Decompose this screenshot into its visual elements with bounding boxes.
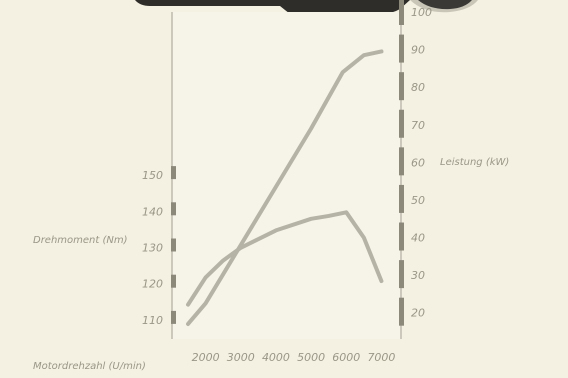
left-axis-label: Drehmoment (Nm) [33,235,128,246]
right-tick-label: 50 [411,194,425,207]
x-tick-label: 4000 [262,351,290,364]
right-tick-label: 100 [411,6,432,19]
left-axis-bar-segment [171,274,176,288]
right-axis-label: Leistung (kW) [440,157,509,168]
x-tick-label: 5000 [297,351,325,364]
right-tick-label: 20 [411,307,425,320]
x-tick-label: 2000 [192,351,220,364]
x-tick-label: 3000 [227,351,255,364]
plot-area [172,12,402,339]
right-tick-label: 40 [411,232,425,245]
right-axis-bar [399,0,404,326]
car-silhouette-image [135,0,478,15]
left-tick-label: 140 [142,205,163,218]
left-tick-label: 120 [142,278,163,291]
right-tick-label: 60 [411,156,425,169]
right-axis-bar-segment [399,72,404,101]
x-axis-label: Motordrehzahl (U/min) [33,361,146,372]
left-axis-bar [171,166,176,324]
left-axis-bar-segment [171,166,176,180]
left-axis-bar-segment [171,238,176,252]
right-axis-bar-segment [399,184,404,213]
x-tick-labels: 2000 3000 4000 5000 6000 7000 [192,351,396,364]
x-tick-label: 7000 [367,351,395,364]
x-tick-label: 6000 [332,351,360,364]
right-tick-label: 90 [411,44,425,57]
left-tick-labels: 110 120 130 140 150 [142,169,163,327]
right-tick-label: 70 [411,119,425,132]
right-axis-bar-segment [399,109,404,138]
series-layer [186,49,384,326]
right-tick-label: 30 [411,269,425,282]
right-axis-bar-segment [399,34,404,63]
left-tick-label: 130 [142,242,163,255]
right-axis-bar-segment [399,297,404,326]
power-curve [186,49,384,326]
left-tick-label: 110 [142,314,163,327]
left-axis-bar-segment [171,202,176,216]
left-tick-label: 150 [142,169,163,182]
right-tick-labels: 20 30 40 50 60 70 80 90 100 [411,6,432,320]
right-tick-label: 80 [411,81,425,94]
right-axis-bar-segment [399,147,404,176]
right-axis-bar-segment [399,222,404,251]
right-axis-bar-segment [399,0,404,25]
right-axis-bar-segment [399,260,404,289]
left-axis-bar-segment [171,310,176,324]
torque-curve [186,210,384,307]
